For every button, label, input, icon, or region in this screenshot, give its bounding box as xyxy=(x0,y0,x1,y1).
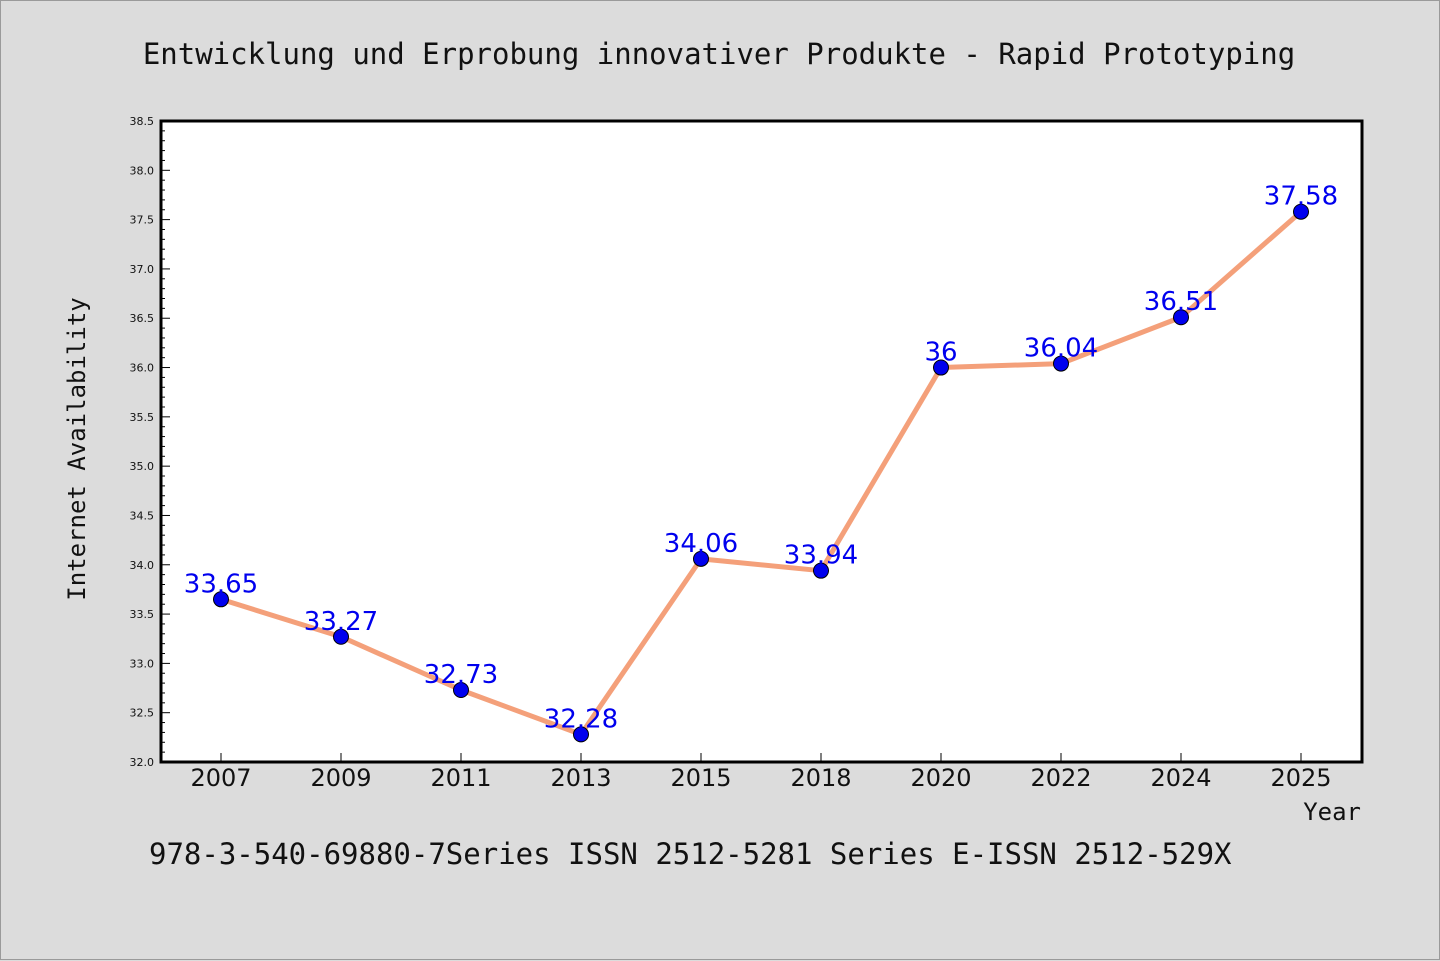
x-axis-ticks: 2007 2009 2011 2013 2015 2018 2020 2022 2024 2025 xyxy=(190,753,1332,792)
y-tick-label: 37.0 xyxy=(130,263,155,276)
data-value-label: 37.58 xyxy=(1264,182,1338,212)
y-axis-label: Internet Availability xyxy=(63,297,91,600)
x-axis-label: Year xyxy=(1303,798,1361,826)
y-tick-label: 36.0 xyxy=(130,362,155,375)
y-tick-label: 33.0 xyxy=(130,657,155,670)
x-tick-label: 2025 xyxy=(1270,764,1331,792)
y-tick-label: 32.5 xyxy=(130,707,155,720)
y-tick-label: 36.5 xyxy=(130,312,155,325)
data-labels: 33.65 33.27 32.73 32.28 34.06 33.94 36 36.04 36.… xyxy=(184,182,1338,735)
series-line xyxy=(218,209,1304,737)
x-tick-label: 2018 xyxy=(790,764,851,792)
y-tick-label: 35.5 xyxy=(130,411,155,424)
x-tick-label: 2007 xyxy=(190,764,251,792)
x-tick-label: 2024 xyxy=(1150,764,1211,792)
x-tick-label: 2009 xyxy=(310,764,371,792)
data-point xyxy=(813,562,829,579)
data-point xyxy=(1293,203,1309,220)
data-value-label: 32.28 xyxy=(544,704,618,734)
x-tick-label: 2011 xyxy=(430,764,491,792)
data-point xyxy=(933,359,949,376)
x-tick-label: 2013 xyxy=(550,764,611,792)
data-markers xyxy=(213,203,1309,743)
data-point xyxy=(1053,355,1069,372)
y-tick-label: 38.5 xyxy=(130,115,155,128)
data-point xyxy=(453,682,469,699)
data-value-label: 36.04 xyxy=(1024,334,1098,364)
data-value-label: 33.65 xyxy=(184,569,258,599)
data-value-label: 34.06 xyxy=(664,529,738,559)
y-tick-label: 38.0 xyxy=(130,164,155,177)
y-tick-label: 34.5 xyxy=(130,509,155,522)
y-tick-label: 34.0 xyxy=(130,559,155,572)
footer-isbn-issn: 978-3-540-69880-7Series ISSN 2512-5281 S… xyxy=(149,837,1232,871)
data-value-label: 33.94 xyxy=(784,541,858,571)
x-tick-label: 2015 xyxy=(670,764,731,792)
data-point xyxy=(213,591,229,608)
data-value-label: 36 xyxy=(924,338,957,368)
y-tick-label: 33.5 xyxy=(130,608,155,621)
data-point xyxy=(693,550,709,567)
y-tick-label: 37.5 xyxy=(130,214,155,227)
data-point xyxy=(573,726,589,743)
y-tick-label: 32.0 xyxy=(130,756,155,769)
plot-border xyxy=(159,119,1364,764)
x-tick-label: 2022 xyxy=(1030,764,1091,792)
data-value-label: 36.51 xyxy=(1144,287,1218,317)
data-point xyxy=(1173,309,1189,326)
chart-title: Entwicklung und Erprobung innovativer Pr… xyxy=(143,37,1295,71)
plot-area xyxy=(161,121,1362,762)
data-point xyxy=(333,628,349,645)
x-tick-label: 2020 xyxy=(910,764,971,792)
data-value-label: 33.27 xyxy=(304,607,378,637)
y-tick-label: 35.0 xyxy=(130,460,155,473)
data-value-label: 32.73 xyxy=(424,660,498,690)
